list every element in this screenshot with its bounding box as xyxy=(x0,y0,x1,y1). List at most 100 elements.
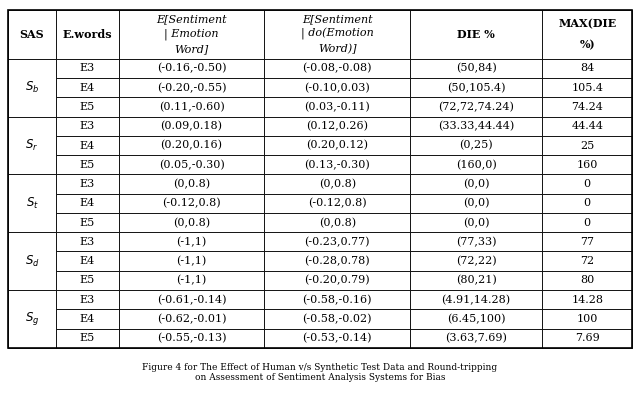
Bar xyxy=(264,329,410,348)
Bar xyxy=(264,290,410,309)
Text: (0.13,-0.30): (0.13,-0.30) xyxy=(305,160,370,170)
Bar xyxy=(410,174,542,194)
Bar xyxy=(119,117,264,136)
Text: (-0.58,-0.16): (-0.58,-0.16) xyxy=(303,294,372,305)
Text: (0,0.8): (0,0.8) xyxy=(173,217,210,228)
Bar xyxy=(264,155,410,174)
Bar xyxy=(264,194,410,213)
Text: (-0.62,-0.01): (-0.62,-0.01) xyxy=(157,314,227,324)
Text: (3.63,7.69): (3.63,7.69) xyxy=(445,333,507,343)
Bar xyxy=(264,97,410,117)
Bar xyxy=(264,252,410,271)
Bar xyxy=(410,290,542,309)
Text: 0: 0 xyxy=(584,179,591,189)
Bar xyxy=(56,136,119,155)
Text: 160: 160 xyxy=(577,160,598,170)
Text: (0,0.8): (0,0.8) xyxy=(319,217,356,228)
Text: $\mathit{S}_{g}$: $\mathit{S}_{g}$ xyxy=(25,310,39,327)
Text: (-0.23,0.77): (-0.23,0.77) xyxy=(305,237,370,247)
Bar xyxy=(410,117,542,136)
Bar xyxy=(410,309,542,329)
Text: 72: 72 xyxy=(580,256,595,266)
Bar xyxy=(542,78,632,97)
Text: E3: E3 xyxy=(80,121,95,131)
Bar xyxy=(56,59,119,78)
Bar xyxy=(8,290,56,348)
Bar xyxy=(8,117,56,174)
Text: (-1,1): (-1,1) xyxy=(177,256,207,266)
Bar xyxy=(119,59,264,78)
Text: (72,72,74.24): (72,72,74.24) xyxy=(438,102,514,112)
Text: (-0.28,0.78): (-0.28,0.78) xyxy=(305,256,370,266)
Bar xyxy=(542,97,632,117)
Text: (4.91,14.28): (4.91,14.28) xyxy=(442,294,511,305)
Bar xyxy=(56,232,119,252)
Bar xyxy=(8,174,56,232)
Bar xyxy=(119,174,264,194)
Bar xyxy=(119,155,264,174)
Text: E.words: E.words xyxy=(63,29,112,40)
Bar xyxy=(56,117,119,136)
Text: (0.12,0.26): (0.12,0.26) xyxy=(307,121,369,131)
Bar xyxy=(410,232,542,252)
Bar xyxy=(264,271,410,290)
Bar xyxy=(264,117,410,136)
Bar xyxy=(542,194,632,213)
Text: (0.20,0.12): (0.20,0.12) xyxy=(307,140,369,151)
Text: 0: 0 xyxy=(584,218,591,228)
Bar xyxy=(264,59,410,78)
Text: E4: E4 xyxy=(80,314,95,324)
Text: (-0.08,-0.08): (-0.08,-0.08) xyxy=(303,63,372,73)
Bar xyxy=(542,155,632,174)
Text: E5: E5 xyxy=(80,160,95,170)
Bar xyxy=(56,309,119,329)
Text: (0,0.8): (0,0.8) xyxy=(319,179,356,189)
Text: (-0.10,0.03): (-0.10,0.03) xyxy=(305,83,370,93)
Bar xyxy=(410,213,542,232)
Bar xyxy=(119,329,264,348)
Bar xyxy=(119,232,264,252)
Bar xyxy=(542,10,632,59)
Text: 25: 25 xyxy=(580,141,595,151)
Text: Word)]: Word)] xyxy=(318,44,356,54)
Text: 80: 80 xyxy=(580,275,595,285)
Bar xyxy=(542,213,632,232)
Text: (33.33,44.44): (33.33,44.44) xyxy=(438,121,515,131)
Bar xyxy=(119,136,264,155)
Text: (0.20,0.16): (0.20,0.16) xyxy=(161,140,223,151)
Bar xyxy=(119,290,264,309)
Text: 77: 77 xyxy=(580,237,594,247)
Bar xyxy=(119,194,264,213)
Text: 44.44: 44.44 xyxy=(572,121,604,131)
Text: $\mathit{S}_{r}$: $\mathit{S}_{r}$ xyxy=(26,138,38,153)
Bar xyxy=(542,117,632,136)
Bar xyxy=(410,329,542,348)
Text: Word]: Word] xyxy=(175,44,209,54)
Bar xyxy=(410,155,542,174)
Bar xyxy=(264,10,410,59)
Text: (-1,1): (-1,1) xyxy=(177,275,207,286)
Text: (160,0): (160,0) xyxy=(456,160,497,170)
Text: $\mathit{S}_{d}$: $\mathit{S}_{d}$ xyxy=(24,253,39,269)
Bar xyxy=(56,213,119,232)
Text: (-0.53,-0.14): (-0.53,-0.14) xyxy=(303,333,372,343)
Bar xyxy=(56,252,119,271)
Text: E4: E4 xyxy=(80,198,95,208)
Text: E4: E4 xyxy=(80,141,95,151)
Bar xyxy=(542,271,632,290)
Bar xyxy=(264,78,410,97)
Bar xyxy=(56,194,119,213)
Bar xyxy=(119,309,264,329)
Text: SAS: SAS xyxy=(20,29,44,40)
Text: 105.4: 105.4 xyxy=(572,83,604,93)
Bar xyxy=(542,232,632,252)
Bar xyxy=(410,194,542,213)
Bar xyxy=(8,10,56,59)
Text: (-1,1): (-1,1) xyxy=(177,237,207,247)
Text: E5: E5 xyxy=(80,275,95,285)
Bar xyxy=(56,155,119,174)
Text: (0,25): (0,25) xyxy=(460,140,493,151)
Bar xyxy=(8,10,632,348)
Text: (0,0.8): (0,0.8) xyxy=(173,179,210,189)
Bar xyxy=(542,136,632,155)
